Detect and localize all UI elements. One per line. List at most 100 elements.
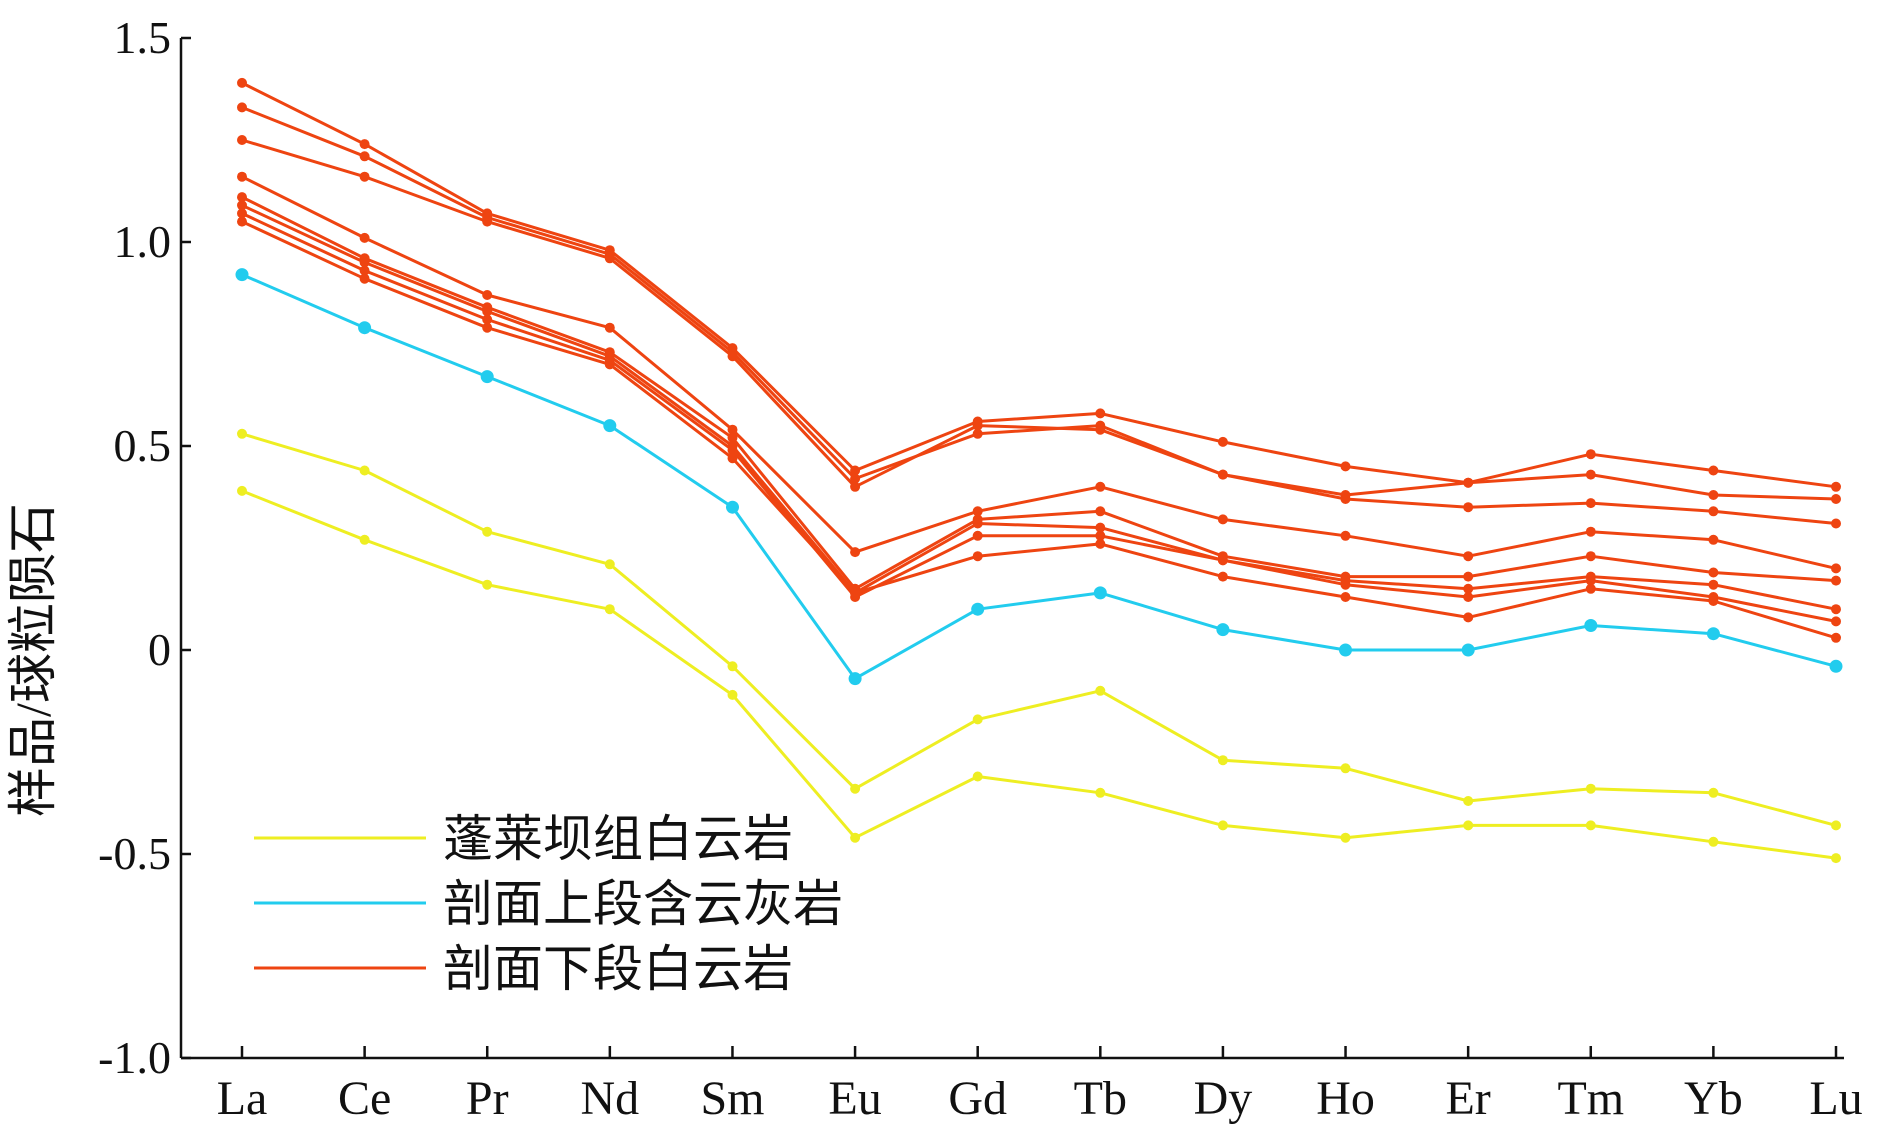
data-point bbox=[1461, 643, 1475, 657]
data-point bbox=[1339, 643, 1352, 657]
data-point bbox=[1831, 518, 1841, 529]
data-point bbox=[1217, 469, 1228, 480]
data-point bbox=[359, 139, 370, 150]
data-point bbox=[1585, 820, 1596, 831]
data-point bbox=[1708, 465, 1719, 476]
data-point bbox=[1463, 502, 1474, 513]
data-point bbox=[359, 257, 370, 268]
data-point bbox=[972, 771, 983, 782]
data-point bbox=[359, 273, 370, 284]
x-tick-label: Sm bbox=[700, 1072, 764, 1125]
data-point bbox=[1831, 575, 1841, 586]
data-point bbox=[727, 432, 738, 443]
x-tick-label: Gd bbox=[948, 1072, 1007, 1125]
y-tick-label: 1.0 bbox=[114, 216, 172, 267]
data-point bbox=[1585, 551, 1596, 562]
data-point bbox=[1463, 796, 1474, 806]
data-point bbox=[1095, 408, 1106, 419]
data-point bbox=[850, 481, 861, 492]
data-point bbox=[972, 506, 983, 517]
series-8 bbox=[237, 200, 1841, 615]
data-point bbox=[1217, 555, 1228, 566]
y-axis-label: 样品/球粒陨石 bbox=[5, 503, 61, 817]
data-point bbox=[1831, 494, 1841, 504]
data-point bbox=[237, 428, 247, 439]
data-point bbox=[1340, 763, 1351, 774]
data-point bbox=[1708, 490, 1719, 500]
x-tick-label: Tm bbox=[1557, 1072, 1624, 1125]
data-point bbox=[727, 453, 738, 464]
data-point bbox=[359, 232, 370, 243]
x-tick-label: Lu bbox=[1809, 1072, 1862, 1125]
data-point bbox=[1095, 538, 1106, 549]
data-point bbox=[237, 208, 247, 219]
data-point bbox=[1463, 571, 1474, 582]
data-point bbox=[1095, 522, 1106, 533]
x-tick-label: Er bbox=[1445, 1072, 1490, 1125]
data-point bbox=[1585, 498, 1596, 509]
data-point bbox=[604, 322, 615, 333]
legend-item: 蓬莱坝组白云岩 bbox=[254, 811, 793, 867]
data-point bbox=[603, 419, 617, 433]
data-point bbox=[727, 661, 738, 672]
series-5 bbox=[237, 135, 1841, 529]
data-point bbox=[1463, 583, 1474, 594]
data-point bbox=[1831, 481, 1841, 492]
x-tick-label: Dy bbox=[1194, 1072, 1253, 1125]
data-point bbox=[1095, 506, 1106, 517]
series-0 bbox=[237, 428, 1841, 831]
series-line bbox=[241, 489, 1837, 860]
data-point bbox=[1708, 567, 1719, 578]
data-point bbox=[604, 359, 615, 370]
data-point bbox=[359, 151, 370, 162]
data-point bbox=[726, 500, 739, 514]
data-point bbox=[850, 783, 861, 794]
data-point bbox=[359, 465, 370, 476]
data-point bbox=[1585, 469, 1596, 480]
series-line bbox=[241, 432, 1837, 827]
data-point bbox=[1708, 836, 1719, 847]
data-point bbox=[1217, 436, 1228, 447]
series-line bbox=[241, 212, 1837, 623]
data-point bbox=[1217, 820, 1228, 831]
data-point bbox=[1831, 632, 1841, 643]
series-line bbox=[241, 203, 1837, 611]
data-point bbox=[727, 445, 738, 456]
data-point bbox=[972, 551, 983, 562]
data-point bbox=[1463, 592, 1474, 602]
x-tick-label: Nd bbox=[581, 1072, 640, 1125]
legend-item: 剖面上段含云灰岩 bbox=[254, 876, 843, 932]
data-point bbox=[359, 171, 370, 182]
legend-label: 剖面上段含云灰岩 bbox=[443, 876, 843, 932]
y-tick-label: 1.5 bbox=[114, 12, 172, 63]
data-point bbox=[1708, 534, 1719, 545]
data-point bbox=[1217, 571, 1228, 582]
data-point bbox=[237, 171, 247, 182]
data-point bbox=[237, 216, 247, 227]
series-layer bbox=[235, 77, 1843, 864]
x-tick-label: Pr bbox=[466, 1072, 509, 1125]
data-point bbox=[359, 265, 370, 276]
data-point bbox=[604, 253, 615, 264]
series-line bbox=[241, 81, 1837, 489]
data-point bbox=[1831, 820, 1841, 831]
data-point bbox=[359, 534, 370, 545]
data-point bbox=[1093, 586, 1107, 600]
data-point bbox=[1706, 627, 1720, 641]
x-tick-label: Ho bbox=[1316, 1072, 1375, 1125]
y-tick-label: -0.5 bbox=[98, 828, 171, 879]
data-point bbox=[482, 579, 493, 590]
data-point bbox=[1340, 530, 1351, 541]
data-point bbox=[1831, 604, 1841, 615]
data-point bbox=[1463, 612, 1474, 623]
data-point bbox=[1585, 526, 1596, 537]
data-point bbox=[727, 689, 738, 700]
data-point bbox=[480, 370, 494, 384]
data-point bbox=[972, 518, 983, 529]
y-tick-label: -1.0 bbox=[98, 1032, 171, 1083]
data-point bbox=[1095, 685, 1106, 696]
data-point bbox=[848, 672, 862, 686]
data-point bbox=[1340, 579, 1351, 590]
data-point bbox=[1340, 461, 1351, 472]
legend-label: 剖面下段白云岩 bbox=[443, 941, 793, 997]
